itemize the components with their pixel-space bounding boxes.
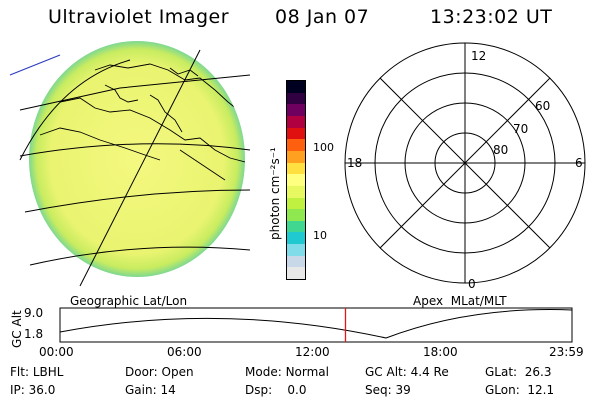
orbit-track bbox=[9, 54, 61, 76]
y-tick-1-8: 1.8 bbox=[24, 327, 44, 341]
time-tick-2359: 23:59 bbox=[549, 345, 584, 359]
colorbar-segment bbox=[287, 220, 305, 233]
colorbar-segment bbox=[287, 244, 305, 256]
lat-label-60: 60 bbox=[535, 99, 550, 113]
ip-value: 36.0 bbox=[28, 383, 56, 397]
colorbar-segment bbox=[287, 92, 305, 105]
dsp-value: 0.0 bbox=[287, 383, 307, 397]
seq-value: 39 bbox=[395, 383, 411, 397]
seq-readout: Seq: 39 bbox=[365, 383, 411, 397]
colorbar bbox=[286, 80, 306, 280]
dsp-readout: Dsp: 0.0 bbox=[245, 383, 307, 397]
colorbar-segment bbox=[287, 150, 305, 163]
door-label: Door: bbox=[125, 365, 158, 379]
gain-value: 14 bbox=[160, 383, 176, 397]
colorbar-segment bbox=[287, 81, 305, 93]
ip-readout: IP: 36.0 bbox=[10, 383, 55, 397]
graticule bbox=[19, 49, 251, 287]
coastlines bbox=[39, 63, 245, 181]
colorbar-segment bbox=[287, 267, 305, 279]
gcalt-value: 4.4 Re bbox=[410, 365, 449, 379]
colorbar-tick-10: 10 bbox=[313, 229, 327, 242]
colorbar-segment bbox=[287, 185, 305, 198]
ip-label: IP: bbox=[10, 383, 25, 397]
colorbar-segment bbox=[287, 139, 305, 151]
colorbar-segment bbox=[287, 232, 305, 245]
mode-readout: Mode: Normal bbox=[245, 365, 329, 379]
gain-readout: Gain: 14 bbox=[125, 383, 176, 397]
colorbar-segment bbox=[287, 104, 305, 117]
gain-label: Gain: bbox=[125, 383, 157, 397]
time-tick-0000: 00:00 bbox=[39, 345, 74, 359]
colorbar-segment bbox=[287, 255, 305, 268]
earth-disk bbox=[29, 41, 245, 277]
colorbar-segment bbox=[287, 116, 305, 128]
y-tick-9: 9.0 bbox=[24, 306, 44, 320]
mlt-label-0: 0 bbox=[468, 277, 476, 288]
colorbar-tick-100: 100 bbox=[313, 141, 334, 154]
mlt-label-6: 6 bbox=[575, 156, 583, 170]
flt-value: LBHL bbox=[32, 365, 64, 379]
mlt-label-12: 12 bbox=[471, 49, 486, 63]
apex-title: Apex MLat/MLT bbox=[413, 294, 507, 308]
glon-label: GLon: bbox=[485, 383, 520, 397]
flt-label: Flt: bbox=[10, 365, 29, 379]
glat-value: 26.3 bbox=[524, 365, 552, 379]
lat-label-80: 80 bbox=[493, 143, 508, 157]
door-value: Open bbox=[161, 365, 194, 379]
flt-readout: Flt: LBHL bbox=[10, 365, 63, 379]
time-tick-1200: 12:00 bbox=[295, 345, 330, 359]
altitude-timeline bbox=[59, 307, 573, 343]
colorbar-segment bbox=[287, 127, 305, 140]
glon-value: 12.1 bbox=[527, 383, 555, 397]
altitude-curve bbox=[59, 309, 573, 339]
glat-readout: GLat: 26.3 bbox=[485, 365, 551, 379]
globe-image bbox=[9, 41, 251, 287]
dsp-label: Dsp: bbox=[245, 383, 273, 397]
geo-latlon-title: Geographic Lat/Lon bbox=[70, 294, 188, 308]
time-tick-1800: 18:00 bbox=[423, 345, 458, 359]
colorbar-segment bbox=[287, 174, 305, 186]
seq-label: Seq: bbox=[365, 383, 392, 397]
door-readout: Door: Open bbox=[125, 365, 194, 379]
mode-label: Mode: bbox=[245, 365, 282, 379]
lat-label-70: 70 bbox=[513, 122, 528, 136]
gcalt-readout: GC Alt: 4.4 Re bbox=[365, 365, 449, 379]
glon-readout: GLon: 12.1 bbox=[485, 383, 554, 397]
glat-label: GLat: bbox=[485, 365, 518, 379]
colorbar-unit-label: photon cm⁻²s⁻¹ bbox=[268, 147, 282, 240]
mlt-label-18: 18 bbox=[347, 156, 362, 170]
colorbar-segment bbox=[287, 162, 305, 175]
gcalt-label: GC Alt: bbox=[365, 365, 407, 379]
colorbar-segment bbox=[287, 209, 305, 221]
polar-plot: 12 6 18 0 60 70 80 bbox=[344, 42, 586, 288]
instrument-title: Ultraviolet Imager bbox=[48, 6, 230, 28]
time-tick-0600: 06:00 bbox=[167, 345, 202, 359]
mode-value: Normal bbox=[285, 365, 329, 379]
date-label: 08 Jan 07 bbox=[275, 6, 370, 28]
time-label: 13:23:02 UT bbox=[430, 6, 553, 28]
colorbar-segment bbox=[287, 197, 305, 210]
